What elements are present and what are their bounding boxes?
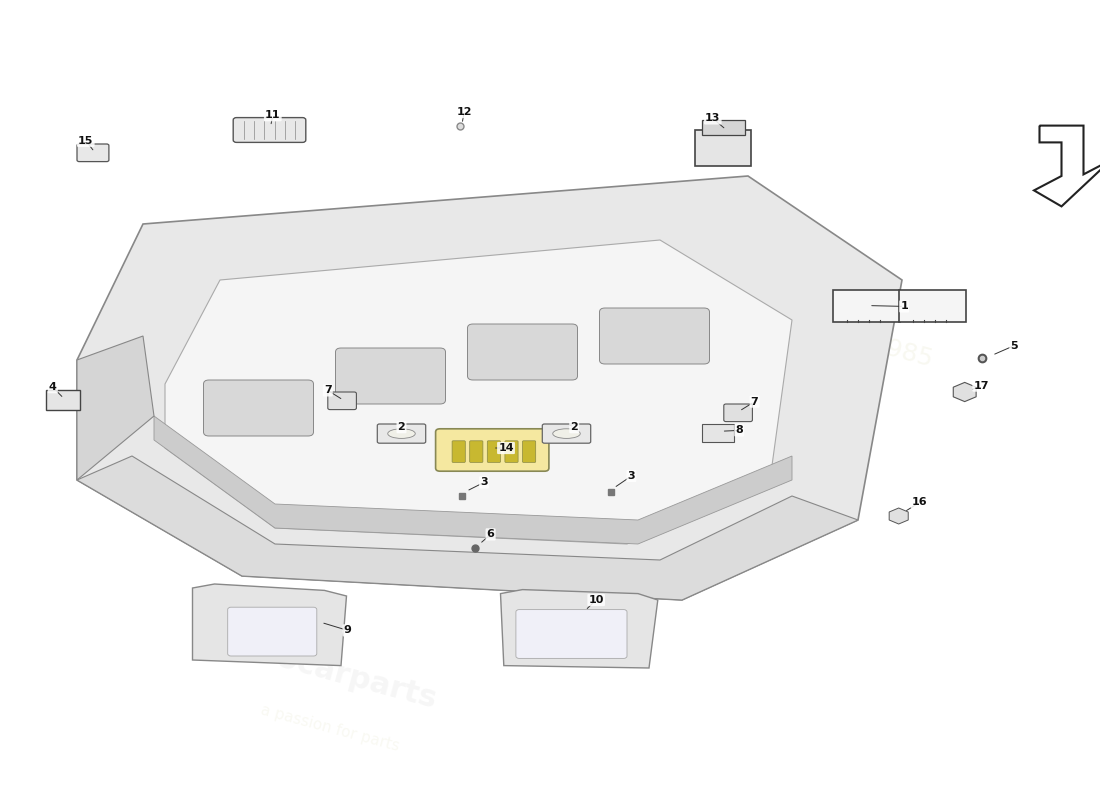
Text: 3: 3 <box>481 478 487 487</box>
Text: 3: 3 <box>628 471 635 481</box>
Polygon shape <box>500 590 658 668</box>
Text: 15: 15 <box>78 136 94 146</box>
Text: 4: 4 <box>48 382 57 392</box>
Ellipse shape <box>552 429 581 438</box>
Polygon shape <box>154 416 792 544</box>
Text: 5: 5 <box>1011 341 1018 350</box>
FancyBboxPatch shape <box>899 290 966 322</box>
FancyBboxPatch shape <box>468 324 578 380</box>
FancyBboxPatch shape <box>600 308 710 364</box>
Text: eurocarparts: eurocarparts <box>443 338 767 462</box>
FancyBboxPatch shape <box>204 380 314 436</box>
Text: 17: 17 <box>974 381 989 390</box>
FancyBboxPatch shape <box>328 392 356 410</box>
FancyBboxPatch shape <box>46 390 80 410</box>
Text: eurocarparts: eurocarparts <box>219 630 441 714</box>
FancyBboxPatch shape <box>470 441 483 462</box>
FancyBboxPatch shape <box>542 424 591 443</box>
FancyBboxPatch shape <box>522 441 536 462</box>
Text: 1: 1 <box>900 302 909 311</box>
FancyBboxPatch shape <box>233 118 306 142</box>
Text: 7: 7 <box>323 386 332 395</box>
Polygon shape <box>77 176 902 600</box>
Text: 16: 16 <box>912 498 927 507</box>
Text: 14: 14 <box>498 443 514 453</box>
Text: 13: 13 <box>705 114 720 123</box>
FancyBboxPatch shape <box>77 144 109 162</box>
FancyBboxPatch shape <box>436 429 549 471</box>
Text: a passion for parts: a passion for parts <box>258 702 402 754</box>
FancyBboxPatch shape <box>228 607 317 656</box>
Polygon shape <box>77 336 154 480</box>
Text: 2: 2 <box>397 422 406 432</box>
FancyBboxPatch shape <box>377 424 426 443</box>
Ellipse shape <box>387 429 416 438</box>
Text: a passion for parts: a passion for parts <box>502 435 708 509</box>
Text: 11: 11 <box>265 110 280 120</box>
FancyBboxPatch shape <box>505 441 518 462</box>
Text: 12: 12 <box>456 107 472 117</box>
Text: 7: 7 <box>750 397 759 406</box>
Text: 2: 2 <box>570 422 579 432</box>
Text: 8: 8 <box>735 426 744 435</box>
Text: 1985: 1985 <box>868 332 936 372</box>
FancyBboxPatch shape <box>695 130 751 166</box>
FancyBboxPatch shape <box>452 441 465 462</box>
FancyBboxPatch shape <box>833 290 900 322</box>
Text: 6: 6 <box>486 530 495 539</box>
Polygon shape <box>165 240 792 544</box>
FancyBboxPatch shape <box>724 404 752 422</box>
Polygon shape <box>192 584 346 666</box>
FancyBboxPatch shape <box>487 441 500 462</box>
FancyBboxPatch shape <box>516 610 627 658</box>
FancyBboxPatch shape <box>336 348 446 404</box>
Text: 10: 10 <box>588 595 604 605</box>
FancyBboxPatch shape <box>702 424 734 442</box>
Polygon shape <box>77 456 858 600</box>
Text: 9: 9 <box>343 626 352 635</box>
FancyBboxPatch shape <box>702 120 745 135</box>
